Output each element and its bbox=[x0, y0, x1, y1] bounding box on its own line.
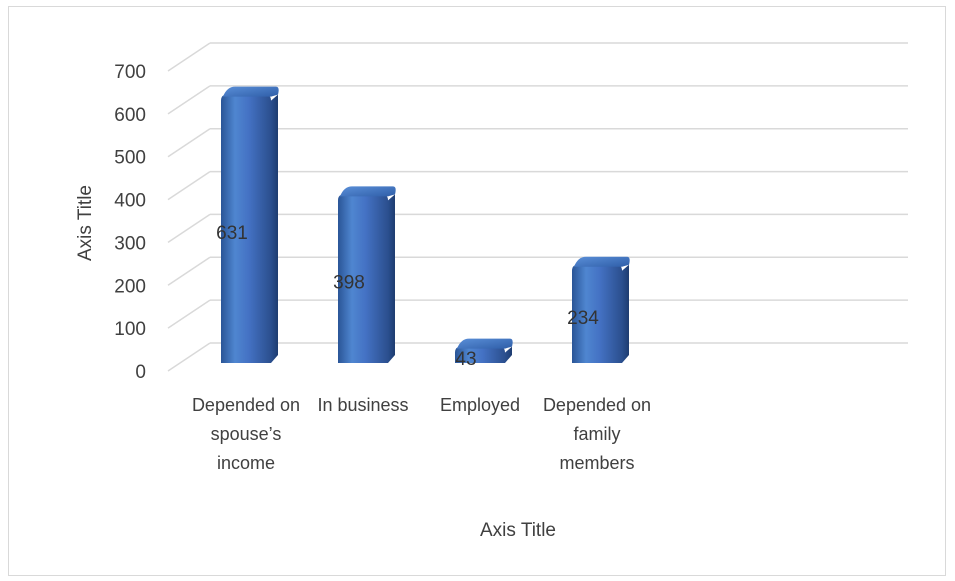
x-axis-title: Axis Title bbox=[479, 520, 557, 541]
gridline-diagonal bbox=[167, 85, 211, 115]
x-tick-label: In business bbox=[317, 395, 409, 415]
gridline-diagonal bbox=[167, 170, 211, 201]
bar-top bbox=[340, 186, 396, 197]
x-tick-label: Depended on spouse’s income bbox=[191, 395, 301, 473]
bar-top bbox=[574, 256, 630, 267]
bar-side bbox=[505, 346, 512, 363]
y-tick-label: 400 bbox=[114, 191, 146, 212]
y-tick-label: 700 bbox=[114, 62, 146, 83]
bar-side bbox=[622, 264, 629, 363]
bar-side bbox=[271, 94, 278, 364]
chart-frame bbox=[8, 6, 946, 576]
gridline-diagonal bbox=[167, 213, 211, 244]
y-tick-label: 100 bbox=[114, 319, 146, 340]
y-tick-label: 600 bbox=[114, 105, 146, 126]
x-tick-label: Employed bbox=[439, 395, 521, 415]
y-tick-label: 300 bbox=[114, 233, 146, 254]
bar bbox=[572, 256, 630, 363]
gridline-diagonal bbox=[167, 128, 211, 158]
gridline-diagonal bbox=[167, 42, 211, 72]
bar-front bbox=[455, 346, 505, 363]
y-tick-label: 500 bbox=[114, 148, 146, 169]
bar-front bbox=[221, 94, 271, 364]
data-label: 43 bbox=[455, 349, 476, 370]
gridline-diagonal bbox=[167, 342, 211, 372]
bar-front bbox=[572, 264, 622, 363]
data-label: 234 bbox=[567, 308, 599, 329]
y-tick-label: 0 bbox=[135, 362, 146, 383]
bar-side bbox=[388, 194, 395, 363]
bar bbox=[455, 338, 513, 363]
x-tick-label: Depended on family members bbox=[542, 395, 652, 473]
y-axis-title: Axis Title bbox=[75, 184, 96, 262]
y-tick-label: 200 bbox=[114, 276, 146, 297]
bar-front bbox=[338, 194, 388, 363]
bar-top bbox=[223, 86, 279, 97]
gridline-diagonal bbox=[167, 299, 211, 329]
bar bbox=[221, 86, 279, 364]
bar bbox=[338, 186, 396, 363]
bar-top bbox=[457, 338, 513, 349]
data-label: 631 bbox=[216, 223, 248, 244]
gridline-diagonal bbox=[167, 256, 211, 286]
data-label: 398 bbox=[333, 273, 365, 294]
